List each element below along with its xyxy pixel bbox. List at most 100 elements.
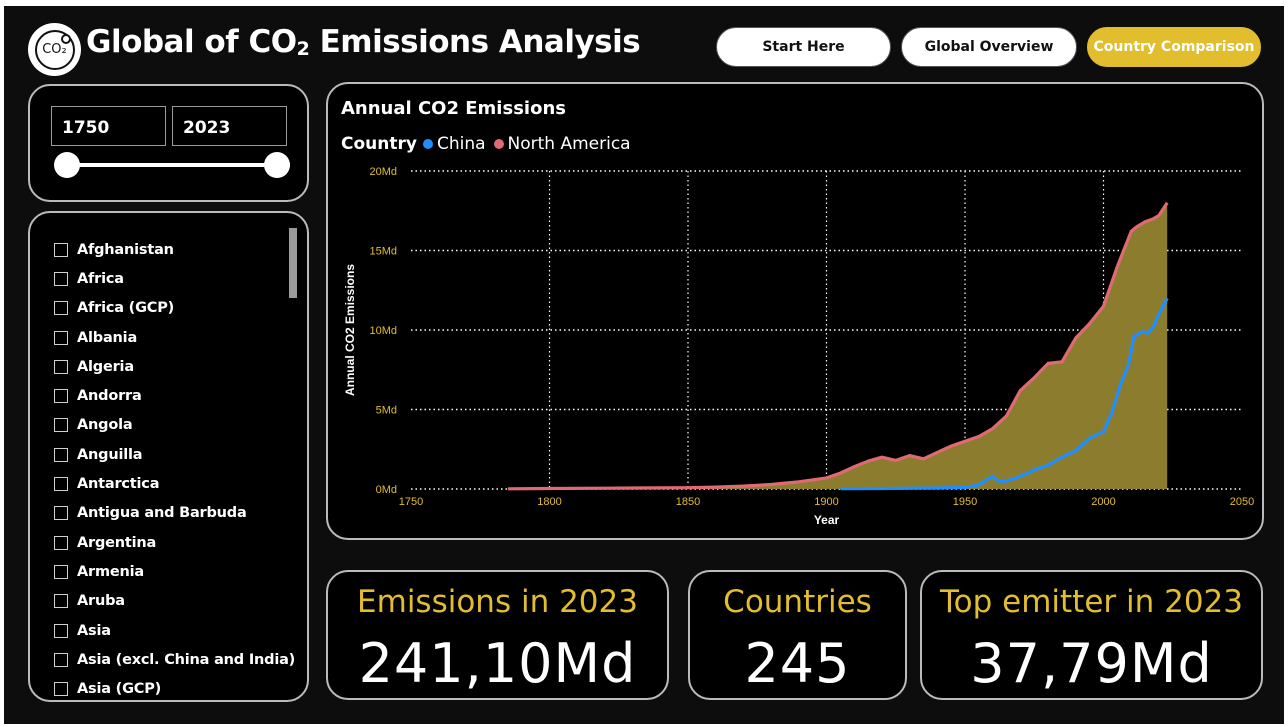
country-item[interactable]: Antigua and Barbuda bbox=[54, 499, 284, 528]
country-checkbox[interactable] bbox=[54, 564, 68, 579]
legend-label-north-america: North America bbox=[507, 134, 631, 154]
x-tick-label: 1950 bbox=[953, 496, 977, 508]
kpi-emissions-label: Emissions in 2023 bbox=[357, 584, 638, 620]
country-item[interactable]: Asia (excl. China and India) bbox=[54, 645, 295, 674]
kpi-top-emitter-card: Top emitter in 2023 37,79Md bbox=[920, 570, 1263, 700]
legend-dot-north-america bbox=[493, 139, 504, 149]
country-label: Angola bbox=[77, 417, 133, 434]
country-label: Aruba bbox=[77, 593, 125, 610]
country-item[interactable]: Asia (GCP) bbox=[54, 674, 284, 700]
country-label: Armenia bbox=[77, 563, 144, 580]
year-from-input[interactable]: 1750 bbox=[51, 106, 166, 146]
legend-dot-china bbox=[422, 139, 433, 149]
global-overview-button[interactable]: Global Overview bbox=[901, 27, 1077, 67]
slider-track[interactable] bbox=[67, 163, 290, 167]
country-checkbox[interactable] bbox=[54, 359, 68, 374]
x-tick-label: 2000 bbox=[1091, 496, 1115, 508]
kpi-emissions-card: Emissions in 2023 241,10Md bbox=[326, 570, 669, 700]
country-label: Algeria bbox=[77, 358, 134, 375]
title-prefix: Global of CO bbox=[86, 24, 297, 60]
country-checkbox[interactable] bbox=[54, 477, 68, 492]
country-item[interactable]: Armenia bbox=[54, 557, 284, 586]
country-item[interactable]: Angola bbox=[54, 411, 284, 440]
country-checkbox[interactable] bbox=[54, 389, 68, 404]
country-label: Argentina bbox=[77, 534, 157, 551]
legend-title: Country bbox=[341, 134, 417, 154]
y-tick-label: 15Md bbox=[369, 246, 397, 258]
list-scrollbar[interactable] bbox=[289, 228, 297, 298]
country-label: Anguilla bbox=[77, 446, 143, 463]
country-label: Africa bbox=[77, 270, 124, 287]
co2-logo-icon: CO₂ bbox=[28, 23, 81, 76]
x-tick-label: 1900 bbox=[814, 496, 838, 508]
country-label: Antigua and Barbuda bbox=[77, 505, 247, 522]
country-checkbox[interactable] bbox=[54, 330, 68, 345]
kpi-countries-card: Countries 245 bbox=[688, 570, 907, 700]
slider-handle-start[interactable] bbox=[54, 152, 80, 178]
country-item[interactable]: Anguilla bbox=[54, 440, 284, 469]
kpi-countries-value: 245 bbox=[744, 632, 851, 695]
chart-title: Annual CO2 Emissions bbox=[341, 98, 566, 119]
country-item[interactable]: Africa (GCP) bbox=[54, 294, 284, 323]
country-item[interactable]: Albania bbox=[54, 323, 284, 352]
x-axis-label: Year bbox=[814, 513, 840, 527]
emissions-chart: 0Md 5Md 10Md 15Md 20Md 1750 1800 1850 1900 1950 20… bbox=[343, 166, 1254, 527]
kpi-top-emitter-label: Top emitter in 2023 bbox=[939, 584, 1244, 620]
logo-ring: CO₂ bbox=[34, 29, 75, 70]
slider-handle-end[interactable] bbox=[264, 152, 290, 178]
country-comparison-button[interactable]: Country Comparison bbox=[1087, 27, 1261, 67]
legend-item-china[interactable]: China bbox=[422, 134, 486, 154]
country-item[interactable]: Asia bbox=[54, 616, 284, 645]
x-tick-label: 1850 bbox=[676, 496, 700, 508]
logo-text: CO₂ bbox=[42, 42, 67, 57]
country-item[interactable]: Andorra bbox=[54, 381, 284, 410]
area-north-america bbox=[507, 202, 1168, 490]
kpi-countries-label: Countries bbox=[723, 584, 872, 620]
country-checkbox[interactable] bbox=[54, 418, 68, 433]
series-line-north-america bbox=[507, 201, 1169, 491]
y-tick-label: 5Md bbox=[376, 405, 397, 417]
country-checkbox[interactable] bbox=[54, 535, 68, 550]
dashboard: CO₂ Global of CO2 Emissions Analysis Sta… bbox=[4, 6, 1284, 724]
country-label: Antarctica bbox=[77, 476, 160, 493]
kpi-top-emitter-value: 37,79Md bbox=[970, 632, 1213, 695]
y-tick-label: 0Md bbox=[376, 484, 397, 496]
country-item[interactable]: Aruba bbox=[54, 587, 284, 616]
country-checkbox[interactable] bbox=[54, 506, 68, 521]
country-checkbox[interactable] bbox=[54, 271, 68, 286]
country-label: Albania bbox=[77, 329, 138, 346]
year-range-slicer: 1750 2023 bbox=[28, 84, 309, 202]
country-label: Asia (GCP) bbox=[77, 681, 162, 698]
y-tick-label: 10Md bbox=[369, 325, 397, 337]
country-checkbox[interactable] bbox=[54, 447, 68, 462]
kpi-emissions-value: 241,10Md bbox=[358, 632, 637, 695]
series-line-china bbox=[840, 297, 1169, 491]
country-checkbox[interactable] bbox=[54, 623, 68, 638]
country-checkbox[interactable] bbox=[54, 652, 68, 667]
country-checkbox[interactable] bbox=[54, 682, 68, 697]
x-tick-label: 2050 bbox=[1230, 496, 1254, 508]
country-checkbox[interactable] bbox=[54, 301, 68, 316]
title-suffix: Emissions Analysis bbox=[309, 24, 641, 60]
country-item[interactable]: Argentina bbox=[54, 528, 284, 557]
country-item[interactable]: Algeria bbox=[54, 352, 284, 381]
country-label: Africa (GCP) bbox=[77, 300, 175, 317]
country-item[interactable]: Antarctica bbox=[54, 469, 284, 498]
page-title: Global of CO2 Emissions Analysis bbox=[86, 24, 641, 60]
legend-item-north-america[interactable]: North America bbox=[493, 134, 631, 154]
country-label: Asia (excl. China and India) bbox=[77, 651, 296, 668]
country-item[interactable]: Africa bbox=[54, 264, 284, 293]
country-label: Andorra bbox=[77, 388, 142, 405]
legend-label-china: China bbox=[436, 134, 486, 154]
country-label: Asia bbox=[77, 622, 111, 639]
start-here-button[interactable]: Start Here bbox=[716, 27, 891, 67]
year-to-input[interactable]: 2023 bbox=[172, 106, 287, 146]
chart-legend: Country China North America bbox=[341, 134, 639, 154]
country-checkbox[interactable] bbox=[54, 594, 68, 609]
title-subscript: 2 bbox=[296, 38, 310, 60]
country-list: Afghanistan Africa Africa (GCP) Albania Alge… bbox=[54, 235, 295, 700]
country-checkbox[interactable] bbox=[54, 242, 68, 257]
country-item[interactable]: Afghanistan bbox=[54, 235, 284, 264]
country-label: Afghanistan bbox=[77, 241, 174, 258]
x-tick-label: 1750 bbox=[399, 496, 423, 508]
